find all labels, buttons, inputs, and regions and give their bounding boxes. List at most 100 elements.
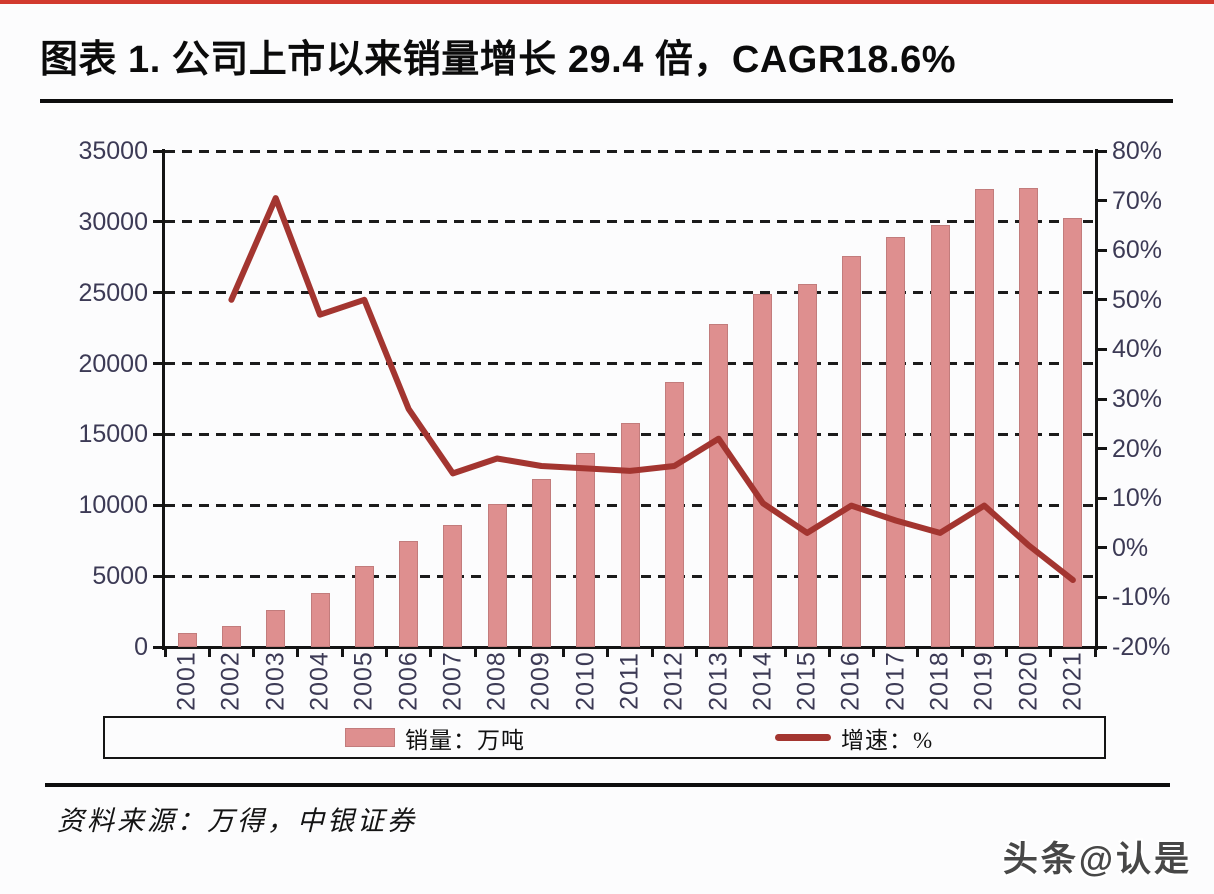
right-axis-label-30%: 30%	[1112, 385, 1163, 413]
left-axis-label-30000: 30000	[78, 207, 148, 236]
year-label-2009: 2009	[526, 651, 555, 711]
x-axis-tick	[872, 648, 876, 657]
right-axis-label-40%: 40%	[1112, 335, 1163, 364]
left-axis-tick	[153, 362, 165, 366]
year-label-2013: 2013	[704, 651, 733, 711]
footer-rule	[45, 783, 1170, 787]
right-axis-tick	[1095, 248, 1107, 252]
left-axis-label-5000: 5000	[92, 562, 148, 591]
legend-item-growth: 增速：%	[775, 718, 933, 757]
growth-line-path	[228, 195, 1076, 583]
right-axis-label-20%: 20%	[1112, 434, 1163, 463]
bar-2006	[399, 540, 419, 647]
x-axis-tick	[694, 648, 698, 657]
left-axis-label-0: 0	[134, 633, 148, 661]
source-note: 资料来源：万得，中银证券	[57, 806, 417, 836]
year-label-2021: 2021	[1058, 651, 1087, 711]
x-axis-tick	[429, 648, 433, 657]
left-axis-tick	[153, 432, 165, 436]
bar-2015	[797, 284, 817, 647]
year-label-2001: 2001	[172, 651, 201, 711]
x-axis-tick	[960, 648, 964, 657]
left-axis-label-25000: 25000	[78, 278, 148, 307]
right-axis-tick	[1095, 546, 1107, 550]
year-label-2014: 2014	[748, 651, 777, 711]
left-axis-tick	[153, 220, 165, 224]
year-label-2016: 2016	[836, 651, 865, 711]
year-label-2008: 2008	[482, 651, 511, 711]
gridline-30000	[165, 220, 1095, 224]
x-axis-tick	[1049, 648, 1053, 657]
bar-2019	[974, 189, 994, 647]
right-axis-label-80%: 80%	[1112, 137, 1163, 165]
right-axis-label-10%: 10%	[1112, 484, 1163, 513]
bar-2008	[487, 503, 507, 647]
x-axis-tick	[163, 648, 167, 657]
x-axis-tick	[916, 648, 920, 657]
x-axis-tick	[1004, 648, 1008, 657]
bar-2012	[664, 381, 684, 647]
card-top-red-border	[0, 0, 1214, 4]
title-underline-rule	[40, 99, 1173, 103]
year-label-2003: 2003	[261, 651, 290, 711]
bar-2009	[531, 479, 551, 647]
right-axis-tick	[1095, 645, 1107, 649]
left-axis-line	[162, 149, 165, 650]
year-label-2020: 2020	[1014, 651, 1043, 711]
x-axis-tick	[384, 648, 388, 657]
x-axis-tick	[650, 648, 654, 657]
right-axis-label-50%: 50%	[1112, 285, 1163, 314]
year-label-2004: 2004	[305, 651, 334, 711]
left-axis-label-20000: 20000	[78, 349, 148, 378]
right-axis-tick	[1095, 595, 1107, 599]
x-axis-tick	[1093, 648, 1097, 657]
year-label-2017: 2017	[881, 651, 910, 711]
legend-label-growth: 增速：%	[841, 727, 934, 753]
x-axis-tick	[827, 648, 831, 657]
left-axis-tick	[153, 574, 165, 578]
bar-2018	[930, 224, 950, 647]
right-axis-label--10%: -10%	[1112, 583, 1171, 612]
watermark: 头条@认是	[1002, 840, 1192, 879]
right-axis-label-60%: 60%	[1112, 236, 1163, 265]
x-axis-tick	[473, 648, 477, 657]
bar-2013	[709, 323, 729, 647]
left-axis-tick	[153, 645, 165, 649]
bar-2020	[1019, 187, 1039, 647]
right-axis-label--20%: -20%	[1112, 633, 1171, 661]
bar-2007	[443, 525, 463, 647]
bar-2002	[221, 626, 241, 647]
sales-bar-swatch-icon	[345, 728, 395, 747]
gridline-25000	[165, 291, 1095, 295]
right-axis-label-70%: 70%	[1112, 186, 1163, 215]
left-axis-label-10000: 10000	[78, 491, 148, 520]
x-axis-tick	[252, 648, 256, 657]
x-axis-tick	[340, 648, 344, 657]
year-label-2005: 2005	[349, 651, 378, 711]
bar-2010	[576, 452, 596, 647]
chart-title: 图表 1. 公司上市以来销量增长 29.4 倍，CAGR18.6%	[40, 39, 957, 81]
x-axis-tick	[606, 648, 610, 657]
bar-2001	[177, 632, 197, 647]
bar-2003	[266, 610, 286, 647]
bar-2021	[1063, 217, 1083, 647]
year-label-2006: 2006	[394, 651, 423, 711]
year-label-2015: 2015	[792, 651, 821, 711]
x-axis-tick	[517, 648, 521, 657]
gridline-35000	[165, 149, 1095, 153]
legend-item-sales: 销量：万吨	[345, 718, 525, 757]
growth-line-chart	[228, 195, 1076, 583]
x-axis-tick	[739, 648, 743, 657]
bar-2014	[753, 294, 773, 647]
year-label-2010: 2010	[571, 651, 600, 711]
year-label-2019: 2019	[969, 651, 998, 711]
x-axis-baseline	[162, 646, 1098, 649]
right-axis-label-0%: 0%	[1112, 533, 1149, 562]
left-axis-tick	[153, 291, 165, 295]
year-label-2011: 2011	[615, 652, 644, 710]
legend-box: 销量：万吨 增速：%	[103, 716, 1106, 759]
right-axis-tick	[1095, 397, 1107, 401]
right-axis-tick	[1095, 496, 1107, 500]
bar-2017	[886, 237, 906, 647]
